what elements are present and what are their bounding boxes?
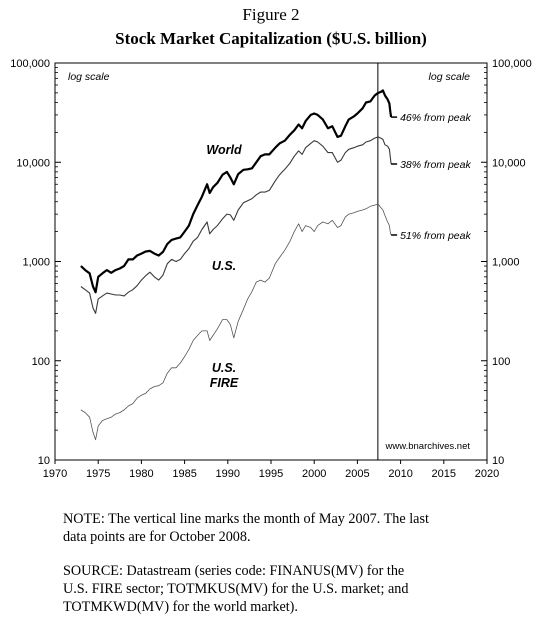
note-line: NOTE: The vertical line marks the month … <box>63 511 429 527</box>
x-tick-label: 2020 <box>475 468 499 480</box>
source-text: SOURCE: Datastream (series code: FINANUS… <box>63 562 533 616</box>
series-line <box>80 89 393 294</box>
y-tick-label-right: 100 <box>492 356 510 368</box>
x-tick-label: 1975 <box>86 468 110 480</box>
y-tick-label-left: 100 <box>32 356 50 368</box>
series-label: World <box>206 143 242 157</box>
x-tick-label: 2000 <box>302 468 326 480</box>
series-line <box>80 203 392 441</box>
source-watermark: www.bnarchives.net <box>385 441 471 452</box>
y-tick-label-left: 10,000 <box>16 157 50 169</box>
x-tick-label: 2010 <box>388 468 412 480</box>
note-text: NOTE: The vertical line marks the month … <box>63 510 533 546</box>
x-tick-label: 1995 <box>259 468 283 480</box>
x-tick-label: 1990 <box>216 468 240 480</box>
y-tick-label-right: 1,000 <box>492 257 520 269</box>
y-tick-label-left: 10 <box>38 455 50 467</box>
y-tick-label-left: 100,000 <box>10 58 50 70</box>
y-tick-label-left: 1,000 <box>22 257 50 269</box>
x-tick-label: 2015 <box>432 468 456 480</box>
label-layer: log scale log scale www.bnarchives.net 4… <box>68 71 471 452</box>
y-tick-label-right: 10,000 <box>492 157 526 169</box>
x-tick-label: 1980 <box>129 468 153 480</box>
series-end-note: 46% from peak <box>400 112 471 124</box>
source-line: TOTMKWD(MV) for the world market). <box>63 599 298 615</box>
y-tick-label-right: 10 <box>492 455 504 467</box>
note-line: data points are for October 2008. <box>63 529 251 545</box>
series-label: FIRE <box>210 376 239 390</box>
figure-title: Stock Market Capitalization ($U.S. billi… <box>115 29 427 48</box>
axes-layer: 1970 1975 1980 1985 1990 1995 2000 2005 2010 2015… <box>10 58 532 480</box>
log-scale-note-right: log scale <box>429 71 471 83</box>
x-tick-label: 2005 <box>345 468 369 480</box>
source-line: SOURCE: Datastream (series code: FINANUS… <box>63 563 405 579</box>
x-tick-label: 1970 <box>43 468 67 480</box>
source-line: U.S. FIRE sector; TOTMKUS(MV) for the U.… <box>63 581 409 597</box>
series-end-note: 51% from peak <box>400 230 471 242</box>
figure-number: Figure 2 <box>242 5 300 24</box>
log-scale-note-left: log scale <box>68 71 110 83</box>
series-label: U.S. <box>212 361 236 375</box>
y-tick-label-right: 100,000 <box>492 58 532 70</box>
x-tick-label: 1985 <box>172 468 196 480</box>
series-label: U.S. <box>212 259 236 273</box>
series-line <box>80 136 392 314</box>
series-layer <box>80 89 398 441</box>
series-end-note: 38% from peak <box>400 159 471 171</box>
